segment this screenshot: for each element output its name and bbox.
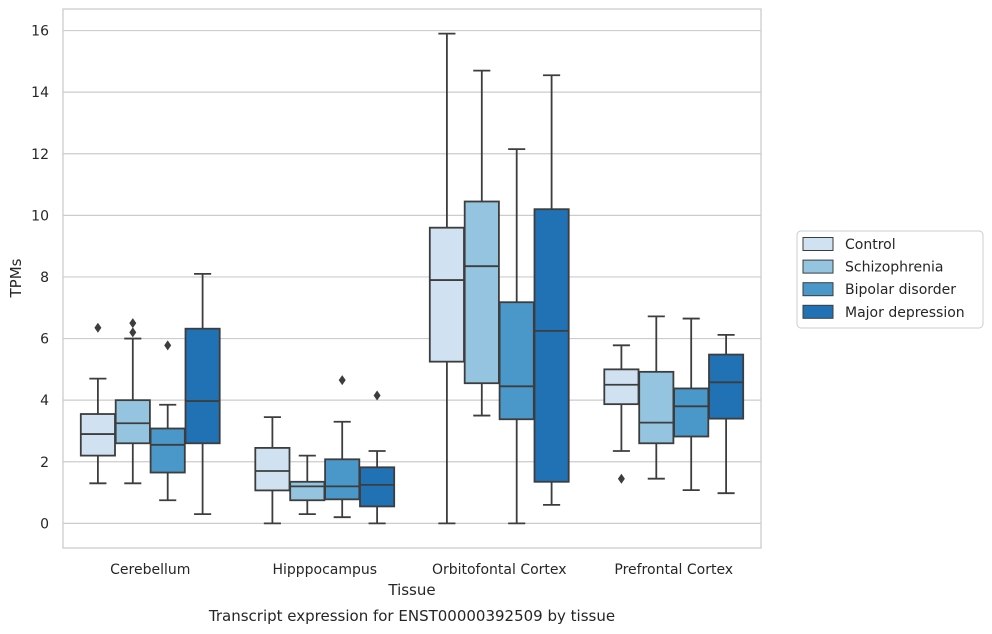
y-tick-label: 0 <box>40 516 49 532</box>
legend: Control Schizophrenia Bipolar disorder Majo… <box>796 230 984 329</box>
outlier-point <box>129 318 137 329</box>
y-tick-label: 12 <box>31 147 49 163</box>
box-iqr <box>149 427 186 474</box>
y-tick-label: 2 <box>40 455 49 471</box>
box-bipolar-disorder <box>673 317 710 491</box>
box-iqr <box>254 446 291 492</box>
box-major-depression <box>359 390 396 525</box>
y-tick-label: 6 <box>40 332 49 348</box>
outlier-point <box>617 473 625 484</box>
box-control <box>79 322 116 485</box>
x-tick-labels: Cerebellum Hipppocampus Orbitofontal Corte… <box>110 562 733 578</box>
box-iqr <box>114 399 151 445</box>
x-tick-label: Cerebellum <box>110 562 190 578</box>
box-schizophrenia <box>114 318 151 485</box>
outlier-point <box>164 340 172 351</box>
legend-swatch <box>802 282 834 297</box>
legend-label: Major depression <box>845 305 965 321</box>
plot-frame <box>62 8 762 549</box>
outlier-point <box>338 375 346 386</box>
y-tick-label: 8 <box>40 270 49 286</box>
box-iqr <box>359 466 396 508</box>
box-iqr <box>498 301 535 421</box>
y-tick-label: 4 <box>40 393 49 409</box>
legend-frame <box>796 230 984 329</box>
box-major-depression <box>708 333 745 495</box>
x-tick-label: Hipppocampus <box>272 562 377 578</box>
legend-swatch <box>802 259 834 274</box>
box-schizophrenia <box>463 69 500 417</box>
legend-swatch <box>802 304 834 319</box>
box-bipolar-disorder <box>498 148 535 525</box>
legend-label: Control <box>845 237 896 253</box>
x-axis-label: Tissue <box>387 581 435 599</box>
y-tick-label: 16 <box>31 24 49 40</box>
legend-swatch <box>802 237 834 251</box>
box-iqr <box>603 368 640 406</box>
y-tick-labels: 0 2 4 6 8 10 12 14 16 <box>31 24 49 533</box>
box-iqr <box>673 387 710 438</box>
box-major-depression <box>184 272 221 516</box>
boxes <box>79 32 745 525</box>
outlier-point <box>129 327 137 338</box>
box-iqr <box>463 200 500 385</box>
box-control <box>603 344 640 484</box>
x-tick-label: Prefrontal Cortex <box>614 562 733 578</box>
outlier-point <box>94 322 102 333</box>
box-iqr <box>708 353 745 420</box>
box-iqr <box>184 327 221 445</box>
x-tick-label: Orbitofontal Cortex <box>432 562 567 578</box>
box-major-depression <box>533 74 570 506</box>
box-iqr <box>324 458 361 501</box>
box-iqr <box>428 226 465 363</box>
legend-label: Bipolar disorder <box>845 282 956 298</box>
box-schizophrenia <box>638 315 675 480</box>
box-bipolar-disorder <box>149 340 186 502</box>
y-tick-label: 10 <box>31 208 49 224</box>
figure-caption: Transcript expression for ENST0000039250… <box>208 607 615 625</box>
y-tick-label: 14 <box>31 85 49 101</box>
box-bipolar-disorder <box>324 375 361 519</box>
y-axis-label: TPMs <box>7 258 25 298</box>
legend-label: Schizophrenia <box>845 260 943 276</box>
box-iqr <box>533 208 570 483</box>
box-control <box>254 416 291 525</box>
outlier-point <box>373 390 381 401</box>
box-schizophrenia <box>289 454 326 516</box>
box-iqr <box>638 370 675 445</box>
box-iqr <box>289 480 326 502</box>
box-control <box>428 32 465 525</box>
